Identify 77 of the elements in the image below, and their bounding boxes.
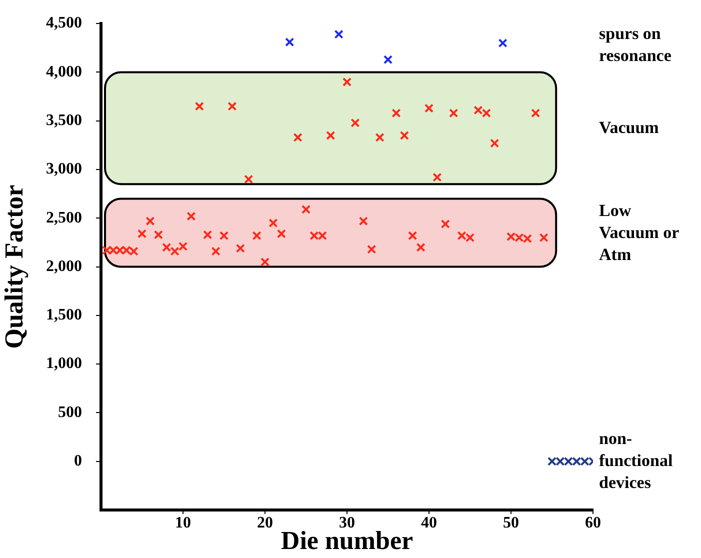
y-tick-label: 4,500 xyxy=(46,14,82,32)
point xyxy=(334,30,344,39)
y-axis-title: Quality Factor xyxy=(0,184,28,349)
point xyxy=(392,108,401,118)
y-tick-label: 500 xyxy=(58,404,82,421)
point xyxy=(367,244,376,254)
point xyxy=(186,212,196,221)
y-tick-label: 0 xyxy=(74,452,82,470)
y-tick-label: 1,500 xyxy=(46,306,82,324)
x-tick-label: 10 xyxy=(175,514,191,532)
point xyxy=(178,242,188,251)
point xyxy=(252,231,262,240)
y-tick-label: 2,500 xyxy=(46,209,82,226)
point xyxy=(194,102,204,111)
point xyxy=(465,233,475,242)
point xyxy=(449,108,458,118)
band-label: Vacuum xyxy=(599,117,660,140)
point xyxy=(236,244,245,253)
y-tick-label: 4,000 xyxy=(46,63,82,80)
point xyxy=(522,234,532,244)
point xyxy=(154,230,163,240)
point xyxy=(506,232,516,242)
point xyxy=(514,233,524,242)
series-label: non-functional devices xyxy=(599,428,674,494)
y-tick-label: 3,500 xyxy=(46,112,82,130)
point xyxy=(564,456,573,466)
point xyxy=(211,246,220,256)
point xyxy=(482,108,491,118)
x-tick-label: 30 xyxy=(339,514,355,532)
point xyxy=(416,242,426,252)
point xyxy=(146,216,155,226)
point xyxy=(293,132,302,142)
point xyxy=(342,77,352,87)
point xyxy=(268,218,278,228)
x-tick-label: 20 xyxy=(257,514,273,532)
point xyxy=(490,138,500,148)
point xyxy=(350,118,360,128)
point xyxy=(310,231,319,240)
x-tick-label: 60 xyxy=(585,514,601,532)
point xyxy=(170,246,180,256)
x-tick-label: 40 xyxy=(421,514,437,532)
point xyxy=(457,231,466,240)
y-tick-label: 2,000 xyxy=(46,258,82,275)
point xyxy=(531,108,540,118)
point xyxy=(276,229,286,238)
point xyxy=(375,132,384,142)
point xyxy=(440,219,450,229)
x-tick-label: 50 xyxy=(503,514,519,532)
point xyxy=(129,246,138,256)
y-tick-label: 1,000 xyxy=(46,355,82,372)
point xyxy=(244,174,254,184)
point xyxy=(326,130,336,140)
point xyxy=(539,233,548,242)
text: spurs on resonance xyxy=(599,22,672,67)
point xyxy=(383,55,393,64)
point xyxy=(424,104,434,113)
point xyxy=(474,106,483,115)
point xyxy=(203,230,212,240)
point xyxy=(547,456,557,466)
point xyxy=(219,231,229,240)
point xyxy=(318,231,327,240)
point xyxy=(358,216,368,226)
point xyxy=(260,257,270,266)
point xyxy=(400,130,409,140)
point xyxy=(162,242,172,252)
point xyxy=(228,102,237,111)
y-tick-label: 3,000 xyxy=(46,160,82,178)
point xyxy=(137,229,147,238)
point xyxy=(572,456,582,466)
point xyxy=(432,172,442,182)
point xyxy=(285,38,294,47)
band-label: Low Vacuum or Atm xyxy=(599,200,680,266)
point xyxy=(301,204,311,214)
point xyxy=(580,456,590,466)
point xyxy=(498,38,508,48)
point xyxy=(408,231,418,240)
point xyxy=(556,456,565,466)
